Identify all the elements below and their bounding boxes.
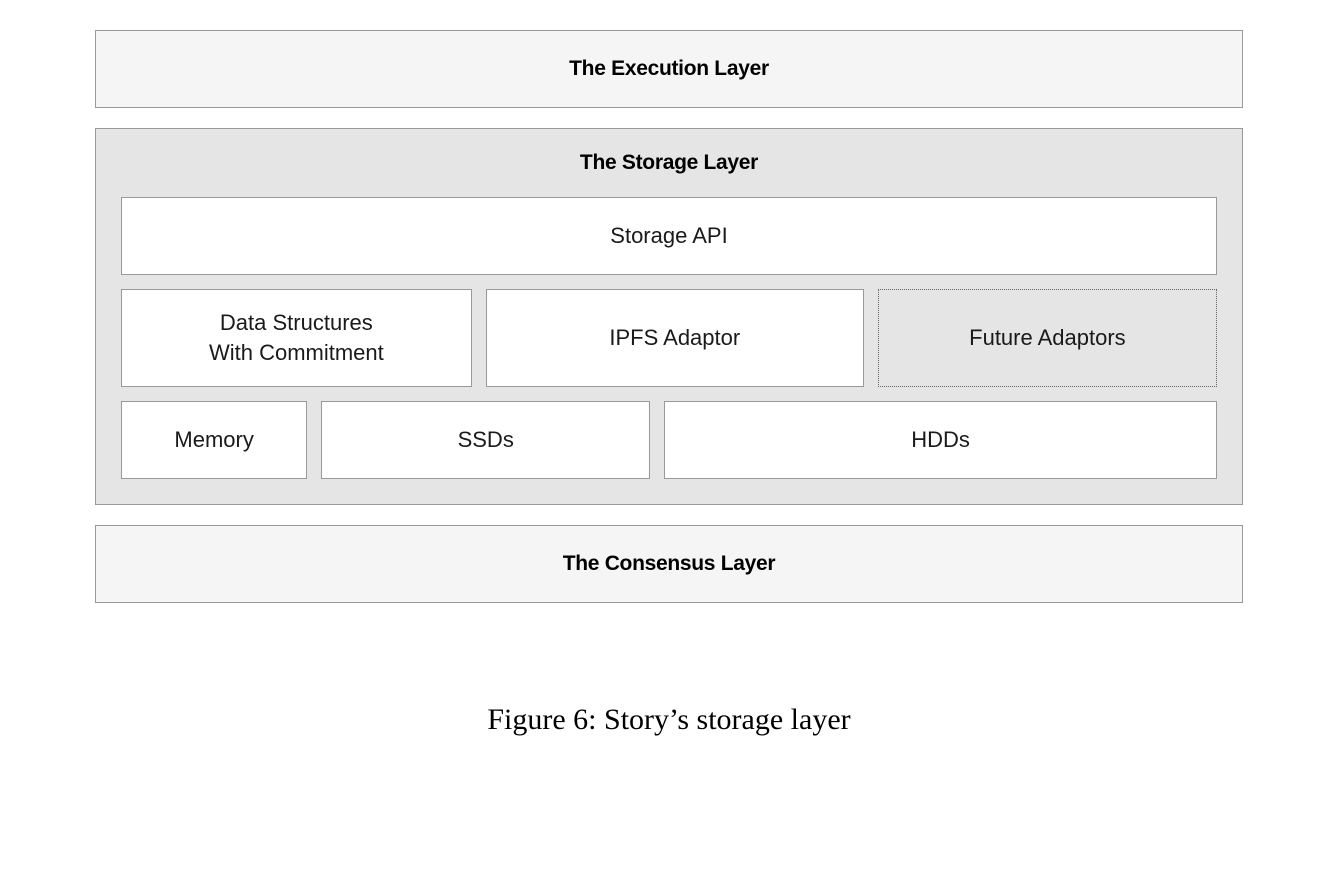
figure-caption: Figure 6: Story’s storage layer (95, 703, 1243, 737)
execution-layer-title: The Execution Layer (569, 57, 769, 81)
memory-box: Memory (121, 401, 307, 479)
future-adaptors-label: Future Adaptors (969, 323, 1126, 353)
execution-layer: The Execution Layer (95, 30, 1243, 108)
hdds-box: HDDs (664, 401, 1217, 479)
hardware-row: Memory SSDs HDDs (121, 401, 1217, 479)
storage-api-box: Storage API (121, 197, 1217, 275)
consensus-layer: The Consensus Layer (95, 525, 1243, 603)
ssds-label: SSDs (458, 425, 514, 455)
ipfs-adaptor-box: IPFS Adaptor (486, 289, 864, 387)
hdds-label: HDDs (911, 425, 970, 455)
ssds-box: SSDs (321, 401, 650, 479)
storage-layer: The Storage Layer Storage API Data Struc… (95, 128, 1243, 505)
adaptor-row: Data StructuresWith Commitment IPFS Adap… (121, 289, 1217, 387)
storage-layer-title: The Storage Layer (121, 129, 1217, 197)
data-structures-box: Data StructuresWith Commitment (121, 289, 472, 387)
future-adaptors-box: Future Adaptors (878, 289, 1217, 387)
data-structures-label: Data StructuresWith Commitment (209, 308, 384, 367)
ipfs-adaptor-label: IPFS Adaptor (609, 323, 740, 353)
consensus-layer-title: The Consensus Layer (563, 552, 776, 576)
storage-api-label: Storage API (610, 221, 727, 251)
memory-label: Memory (174, 425, 253, 455)
